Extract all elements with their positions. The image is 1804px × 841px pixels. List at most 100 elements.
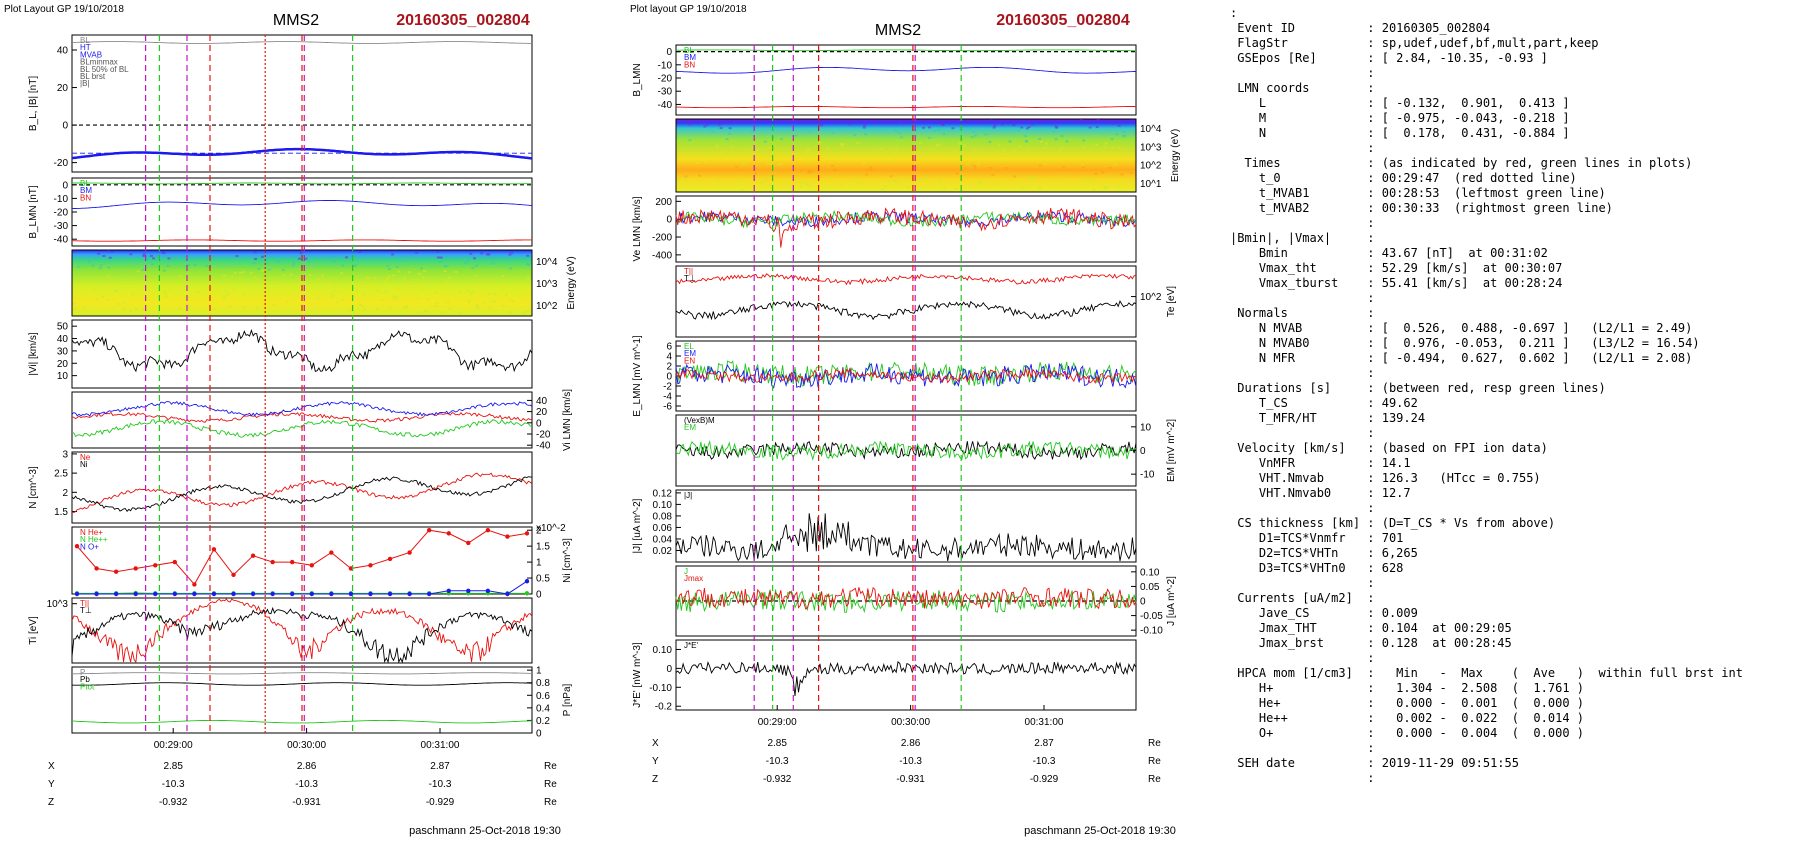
spectrogram-pixel (980, 181, 984, 184)
coord-row-label: Y (48, 779, 55, 790)
series-line (675, 300, 1137, 321)
spectrogram-pixel (72, 302, 76, 305)
spectrogram-pixel (1001, 158, 1005, 161)
spectrogram-pixel (1025, 140, 1029, 143)
legend-entry: T⊥ (80, 606, 92, 615)
series-line (675, 661, 1137, 697)
spectrogram-pixel (1113, 163, 1117, 166)
y-tick-label: 0 (536, 418, 542, 429)
legend-entry: BL brst (80, 72, 106, 81)
y-tick-label: -6 (663, 402, 672, 413)
spectrogram-pixel (526, 276, 530, 279)
spectrogram-pixel (714, 120, 718, 123)
spectrogram-pixel (1116, 152, 1120, 155)
legend-entry: EM (684, 423, 696, 432)
spectrogram-pixel (760, 181, 764, 184)
spectrogram-pixel (900, 176, 904, 179)
spectrogram-pixel (328, 281, 332, 284)
spectrogram-pixel (1038, 138, 1042, 141)
spectrogram-pixel (166, 265, 170, 268)
y-tick-label: 40 (536, 396, 548, 407)
spectrogram-pixel (297, 257, 301, 260)
info-line: He+ : 0.000 - 0.001 ( 0.000 ) (1230, 696, 1585, 710)
spectrogram-pixel (902, 122, 906, 125)
spectrogram-pixel (1065, 140, 1069, 143)
spectrogram-pixel (183, 278, 187, 281)
spectrogram-pixel (511, 300, 515, 303)
spectrogram-pixel (487, 253, 491, 256)
spectrogram-pixel (99, 264, 103, 267)
spectrogram-pixel (991, 173, 995, 176)
spectrogram-pixel (725, 138, 729, 141)
coord-row-label: Y (652, 756, 659, 767)
coord-row-label: Z (652, 774, 658, 785)
spectrogram-pixel (417, 297, 421, 300)
panel-right-j (675, 489, 1137, 563)
spectrogram-pixel (226, 293, 230, 296)
spectrogram-pixel (392, 274, 396, 277)
spectrogram-pixel (436, 250, 440, 253)
legend-entry: EL (684, 342, 694, 351)
spectrogram-pixel (881, 120, 885, 123)
y-tick-label: 0.8 (536, 678, 550, 689)
spectrogram-pixel (106, 298, 110, 301)
event-info-panel: : Event ID : 20160305_002804 FlagStr : s… (1230, 6, 1804, 841)
spectrogram-pixel (688, 158, 692, 161)
coord-unit: Re (544, 779, 557, 790)
panel-frame (675, 489, 1137, 563)
spectrogram-pixel (1091, 188, 1095, 191)
spectrogram-pixel (1044, 162, 1048, 165)
spectrogram-pixel (1110, 138, 1114, 141)
spectrogram-pixel (800, 181, 804, 184)
spectrogram-pixel (435, 302, 439, 305)
legend-entry: N O+ (80, 542, 99, 551)
info-line: Times : (as indicated by red, green line… (1230, 156, 1693, 170)
spectrogram-pixel (1094, 172, 1098, 175)
spectrogram-pixel (458, 291, 462, 294)
spectrogram-pixel (525, 310, 529, 313)
info-line: |Bmin|, |Vmax| : (1230, 231, 1375, 245)
spectrogram-pixel (1020, 186, 1024, 189)
y-axis-label: B_L, |B| [nT] (28, 76, 39, 131)
spectrogram-pixel (779, 162, 783, 165)
spectrogram-pixel (445, 265, 449, 268)
spectrogram-pixel (159, 258, 163, 261)
y-tick-label: 10^2 (1140, 292, 1162, 303)
legend-entry: |J| (684, 491, 692, 500)
spectrogram-pixel (504, 294, 508, 297)
y-tick-label: -0.05 (1140, 611, 1163, 622)
spectrogram-pixel (1096, 119, 1100, 122)
time-tick-label: 00:30:00 (287, 740, 326, 751)
y-tick-label: 1.5 (54, 507, 68, 518)
spectrogram-pixel (1008, 140, 1012, 143)
spectrogram-pixel (216, 287, 220, 290)
panel-right-ve (675, 195, 1137, 263)
hpca-series-line (76, 529, 528, 586)
spectrogram-ylabel: Energy (eV) (566, 256, 577, 309)
spectrogram-pixel (355, 289, 359, 292)
spectrogram-pixel (1046, 119, 1050, 122)
spectrogram-pixel (763, 140, 767, 143)
y-tick-label: -4 (663, 392, 672, 403)
spectrogram-pixel (988, 140, 992, 143)
spectrogram-pixel (76, 265, 80, 268)
spectrogram-pixel (113, 289, 117, 292)
spectrogram-pixel (393, 298, 397, 301)
spectrogram-pixel (526, 254, 530, 257)
legend-entry: BL (80, 179, 90, 188)
spectrogram-pixel (95, 298, 99, 301)
coord-row-label: X (652, 738, 659, 749)
info-line: : (1230, 291, 1375, 305)
spectrogram-pixel (830, 164, 834, 167)
info-line: N : [ 0.178, 0.431, -0.884 ] (1230, 126, 1570, 140)
y-tick-label: 20 (57, 83, 69, 94)
spectrogram-pixel (87, 260, 91, 263)
y-tick-label: 3 (62, 449, 68, 460)
panel-right-jdote (675, 639, 1137, 711)
spectrogram-pixel (683, 178, 687, 181)
spectrogram-pixel (818, 141, 822, 144)
spectrogram-pixel (865, 173, 869, 176)
spectrogram-pixel (471, 290, 475, 293)
spectrogram-pixel (941, 124, 945, 127)
info-line: : (1230, 141, 1375, 155)
